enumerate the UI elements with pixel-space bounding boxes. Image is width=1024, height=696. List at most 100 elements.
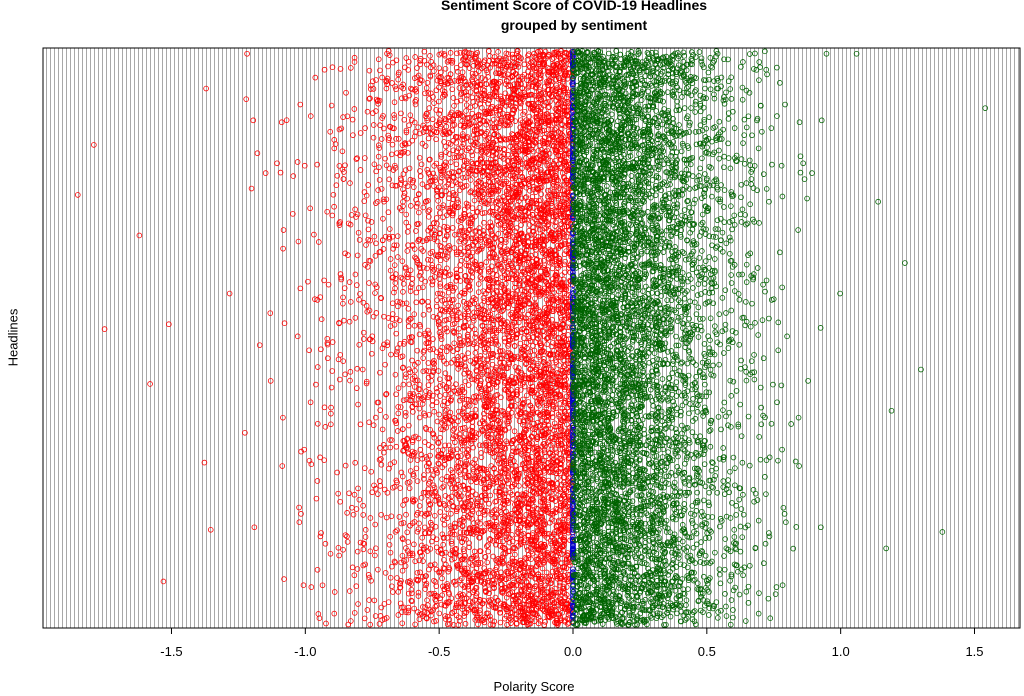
point-negative (340, 546, 346, 553)
point-negative (426, 207, 433, 213)
point-negative (400, 281, 407, 287)
point-negative (472, 330, 479, 337)
point-negative (331, 203, 337, 210)
point-negative (243, 96, 249, 102)
point-negative (381, 125, 387, 132)
point-negative (335, 490, 341, 497)
point-negative (433, 87, 440, 94)
point-negative (437, 257, 444, 264)
point-negative (344, 510, 350, 516)
point-negative (405, 150, 411, 156)
point-negative (480, 295, 487, 301)
point-negative (519, 400, 526, 407)
point-negative (314, 478, 321, 484)
point-negative (376, 177, 383, 183)
point-negative (376, 478, 383, 484)
point-negative (334, 469, 340, 476)
point-negative (331, 610, 338, 617)
point-negative (410, 409, 416, 415)
point-negative (510, 458, 517, 464)
point-negative (395, 589, 402, 595)
point-negative (394, 254, 401, 260)
point-negative (375, 153, 382, 160)
point-negative (340, 176, 347, 182)
point-negative (201, 459, 208, 466)
point-negative (319, 582, 326, 589)
point-negative (469, 274, 476, 281)
point-negative (407, 369, 413, 376)
point-negative (372, 290, 378, 296)
point-negative (415, 396, 422, 402)
point-negative (469, 488, 476, 495)
point-negative (357, 421, 364, 428)
point-negative (418, 495, 425, 501)
point-negative (516, 443, 522, 450)
point-negative (461, 288, 468, 294)
point-negative (556, 362, 562, 369)
point-negative (443, 188, 449, 195)
point-negative (471, 468, 477, 475)
point-negative (405, 323, 412, 330)
point-negative (449, 122, 456, 129)
point-negative (372, 552, 378, 559)
point-negative (294, 159, 301, 165)
point-negative (353, 385, 360, 391)
point-negative (553, 82, 559, 89)
point-negative (398, 110, 404, 117)
point-negative (347, 299, 354, 305)
point-negative (549, 56, 556, 62)
point-negative (321, 66, 328, 73)
point-negative (395, 385, 402, 391)
point-negative (389, 182, 396, 189)
point-negative (415, 124, 421, 130)
point-negative (364, 607, 371, 613)
point-negative (467, 89, 474, 95)
point-negative (399, 567, 406, 574)
point-negative (515, 374, 522, 380)
point-negative (385, 63, 391, 70)
point-negative (562, 269, 568, 276)
point-negative (298, 511, 304, 517)
point-negative (471, 309, 477, 316)
point-negative (317, 294, 324, 300)
point-negative (521, 61, 527, 68)
point-negative (544, 341, 550, 348)
point-negative (426, 105, 433, 111)
point-negative (529, 334, 536, 341)
point-negative (336, 222, 343, 228)
point-negative (475, 281, 482, 287)
point-negative (411, 133, 418, 140)
point-negative (367, 515, 374, 521)
point-negative (411, 384, 418, 390)
point-negative (355, 601, 361, 607)
point-negative (490, 277, 497, 284)
point-negative (393, 57, 400, 64)
point-negative (524, 392, 530, 399)
point-negative (355, 401, 361, 408)
point-negative (487, 492, 494, 499)
point-negative (356, 496, 363, 503)
point-negative (472, 406, 479, 413)
point-negative (475, 510, 482, 517)
point-negative (417, 173, 424, 180)
point-negative (408, 587, 415, 593)
point-negative (372, 521, 378, 528)
point-negative (448, 79, 454, 86)
point-negative (512, 551, 518, 558)
point-negative (365, 572, 372, 578)
point-negative (456, 332, 462, 339)
chart-title: Sentiment Score of COVID-19 Headlines (440, 0, 708, 13)
point-negative (389, 583, 395, 590)
point-negative (450, 95, 457, 101)
point-negative (413, 203, 420, 210)
point-negative (382, 155, 388, 162)
point-negative (469, 70, 476, 77)
point-negative (488, 263, 495, 270)
point-negative (483, 121, 490, 128)
point-negative (346, 490, 352, 497)
point-negative (459, 69, 466, 76)
point-negative (337, 352, 344, 358)
point-negative (375, 566, 381, 573)
point-negative (349, 504, 355, 511)
